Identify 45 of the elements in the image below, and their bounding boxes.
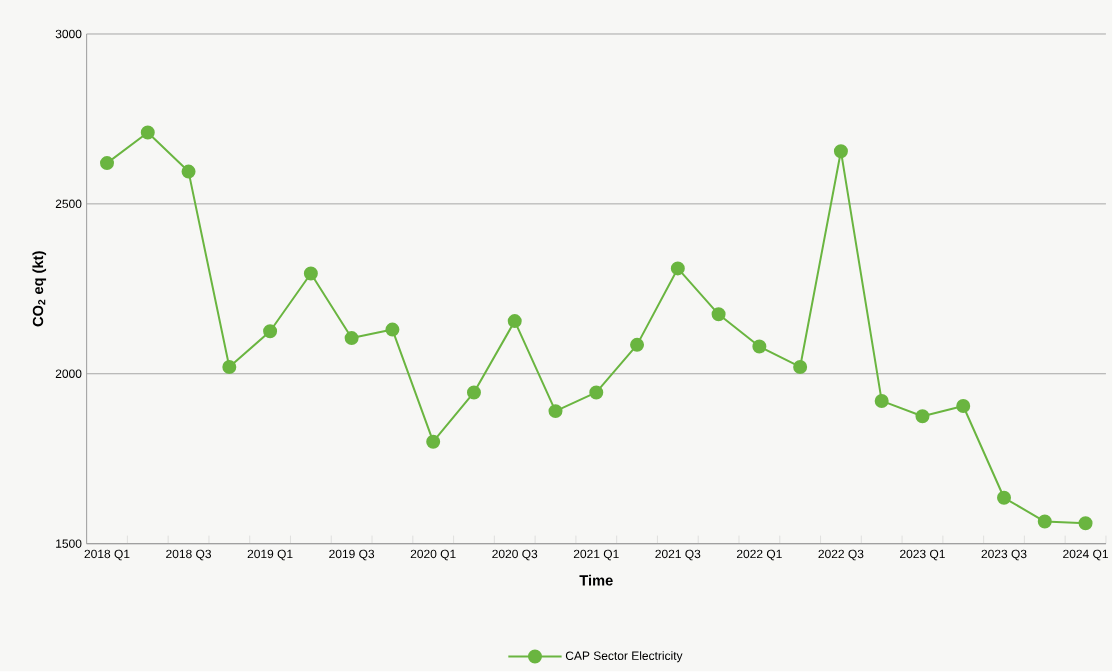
x-tick-label: 2023 Q3 [981,549,1027,561]
point [630,338,645,353]
x-tick-label: 2019 Q1 [247,549,293,561]
point [100,156,114,171]
y-tick-label: 1500 [56,539,82,549]
point [344,331,359,346]
x-tick-label: 2020 Q3 [492,549,538,561]
point [507,314,522,329]
x-tick-label: 2018 Q1 [84,549,130,561]
y-tick-label: 3000 [55,29,82,39]
x-tick-label: 2020 Q1 [410,549,456,561]
point [997,490,1011,505]
x-tick-label: 2021 Q1 [573,549,619,561]
x-tick-label: 2019 Q3 [329,549,375,561]
y-tick-label: 2500 [55,199,82,209]
x-tick-label: 2022 Q1 [736,549,782,561]
x-tick-label: 2024 Q1 [1063,549,1108,561]
legend-label: CAP Sector Electricity [565,651,683,663]
point [466,385,481,400]
point [181,164,196,179]
point [874,394,889,409]
x-tick-label: 2022 Q3 [818,549,864,561]
point [589,385,604,400]
x-axis-title: Time [579,575,613,586]
point [263,324,278,339]
point [385,322,400,337]
point [140,125,155,140]
x-tick-label: 2018 Q3 [166,549,212,561]
point [956,399,971,414]
point [670,261,685,276]
y-tick-label: 2000 [55,369,82,379]
point [1037,514,1052,529]
y-axis-title: CO$_{2}$ eq (kt) [32,251,47,327]
point [1078,516,1093,531]
point [833,144,848,159]
point [303,266,318,281]
point [915,409,930,424]
point [793,360,808,375]
x-tick-label: 2021 Q3 [655,549,701,561]
point [548,404,563,419]
point [222,360,237,375]
point [711,307,726,322]
point [752,339,767,354]
x-tick-label: 2023 Q1 [900,549,945,561]
point [426,434,441,449]
